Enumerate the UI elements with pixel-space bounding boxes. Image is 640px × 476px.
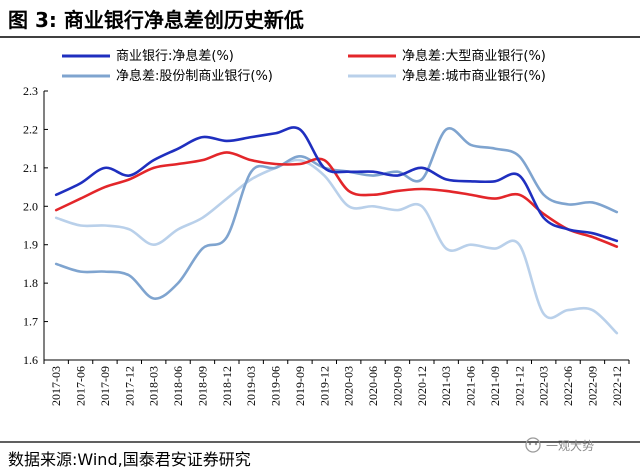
watermark-icon: [525, 437, 541, 453]
watermark: 一观大势: [525, 437, 594, 453]
plot-area: 2.32.22.12.01.91.81.71.6 2017-03 2017-06 2…: [23, 84, 630, 406]
y-tick-label: 2.1: [23, 161, 38, 175]
legend-label-1: 商业银行:净息差(%): [116, 48, 234, 64]
x-tick-label: 2017-12: [122, 366, 136, 406]
figure-title: 图 3: 商业银行净息差创历史新低: [8, 8, 304, 32]
y-tick-label: 1.9: [23, 238, 38, 252]
x-tick-label: 2022-12: [610, 366, 624, 406]
x-tick-label: 2018-12: [220, 366, 234, 406]
x-tick-label: 2021-12: [512, 366, 526, 406]
y-tick-label: 1.8: [23, 276, 38, 290]
x-tick-label: 2018-03: [147, 366, 161, 406]
x-tick-label: 2022-06: [561, 366, 575, 406]
x-tick-label: 2022-03: [537, 366, 551, 406]
series-line-2: [54, 151, 619, 248]
series-lines: [54, 126, 619, 335]
watermark-text: 一观大势: [546, 439, 594, 453]
y-axis: 2.3 2.2 2.1 2.0 1.9 1.8 1.7 1.6: [23, 84, 48, 367]
x-tick-label: 2017-06: [74, 366, 88, 406]
x-tick-label: 2019-12: [317, 366, 331, 406]
legend: 商业银行:净息差(%) 净息差:大型商业银行(%) 净息差:股份制商业银行(%) 净息…: [62, 48, 546, 84]
x-tick-label: 2020-03: [342, 366, 356, 406]
x-tick-label: 2017-09: [98, 366, 112, 406]
x-tick-label: 2020-12: [415, 366, 429, 406]
watermark-icon-dot: [534, 442, 538, 446]
x-tick-label: 2018-09: [195, 366, 209, 406]
x-tick-label: 2018-06: [171, 366, 185, 406]
x-tick-label: 2021-09: [488, 366, 502, 406]
y-tick-label: 2.3: [23, 84, 38, 98]
y-tick-label: 1.6: [23, 353, 38, 367]
series-line-1: [54, 126, 619, 243]
x-tick-label: 2019-09: [293, 366, 307, 406]
legend-label-2: 净息差:大型商业银行(%): [402, 48, 546, 64]
x-axis: 2017-03 2017-06 2017-09 2017-12 2018-03 2018-…: [43, 359, 630, 406]
y-tick-label: 2.2: [23, 122, 38, 136]
x-tick-label: 2020-09: [390, 366, 404, 406]
x-tick-label: 2017-03: [49, 366, 63, 406]
legend-label-4: 净息差:城市商业银行(%): [402, 68, 546, 84]
legend-label-3: 净息差:股份制商业银行(%): [116, 68, 273, 84]
x-tick-label: 2019-06: [269, 366, 283, 406]
source-note: 数据来源:Wind,国泰君安证券研究: [8, 450, 251, 469]
y-tick-label: 2.0: [23, 199, 38, 213]
series-line-3: [54, 127, 619, 300]
x-tick-label: 2021-06: [464, 366, 478, 406]
x-tick-label: 2020-06: [366, 366, 380, 406]
x-tick-label: 2022-09: [585, 366, 599, 406]
y-tick-label: 1.7: [23, 315, 38, 329]
series-line-4: [54, 158, 619, 335]
x-tick-label: 2019-03: [244, 366, 258, 406]
watermark-icon-dot: [528, 442, 532, 446]
x-tick-label: 2021-03: [439, 366, 453, 406]
